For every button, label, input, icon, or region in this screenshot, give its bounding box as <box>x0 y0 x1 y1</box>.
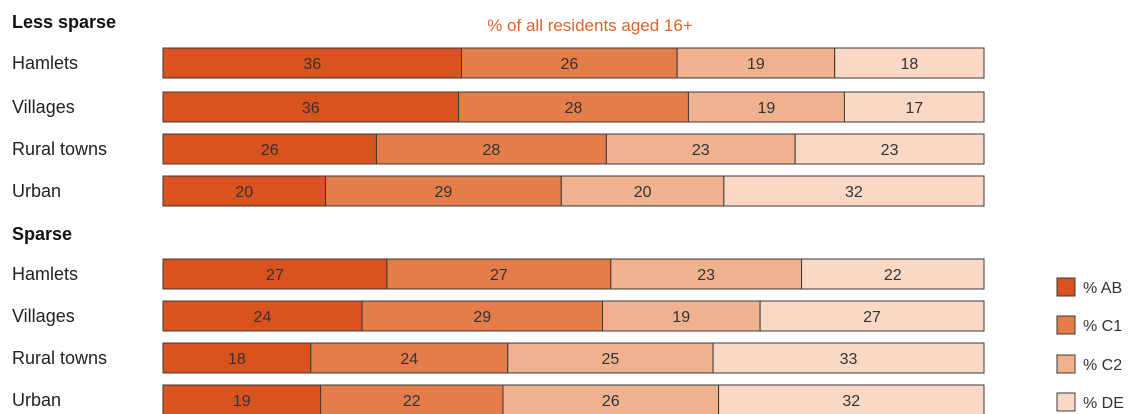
data-label: 20 <box>634 184 652 201</box>
bar-segment <box>502 384 720 414</box>
data-label: 19 <box>233 393 251 410</box>
bar-segment <box>325 175 562 207</box>
bar-segment <box>834 47 985 79</box>
legend: % AB % C1 % C2 % DE <box>1056 277 1124 412</box>
bars-layer: Less sparse Hamlets 36 26 19 18 Villages 36 28 19… <box>12 12 985 414</box>
bar-segment <box>507 342 714 374</box>
data-label: 19 <box>747 56 765 73</box>
category-label: Hamlets <box>12 264 78 284</box>
category-label: Villages <box>12 97 75 117</box>
data-label: 26 <box>560 56 578 73</box>
data-label: 24 <box>254 309 272 326</box>
data-label: 26 <box>261 142 279 159</box>
legend-label: % AB <box>1083 280 1122 297</box>
bar-segment <box>162 300 363 332</box>
bar-segment <box>723 175 985 207</box>
data-label: 23 <box>881 142 899 159</box>
bar-segment <box>458 91 689 123</box>
data-label: 19 <box>758 100 776 117</box>
data-label: 25 <box>602 351 620 368</box>
category-label: Urban <box>12 390 61 410</box>
data-label: 18 <box>228 351 246 368</box>
data-label: 17 <box>905 100 923 117</box>
bar-segment <box>843 91 985 123</box>
bar-segment <box>162 47 463 79</box>
bar-segment <box>162 258 388 290</box>
bar-segment <box>375 133 607 165</box>
bar-segment <box>687 91 845 123</box>
bar-segment <box>759 300 985 332</box>
chart-title: % of all residents aged 16+ <box>487 16 693 35</box>
bar-segment <box>794 133 985 165</box>
data-label: 29 <box>473 309 491 326</box>
group-label: Less sparse <box>12 12 116 32</box>
bar-segment <box>162 342 312 374</box>
data-label: 19 <box>672 309 690 326</box>
bar-segment <box>718 384 985 414</box>
group-label: Sparse <box>12 224 72 244</box>
data-label: 28 <box>483 142 501 159</box>
bar-segment <box>162 133 377 165</box>
bar-segment <box>712 342 985 374</box>
data-label: 32 <box>842 393 860 410</box>
data-label: 18 <box>900 56 918 73</box>
bar-segment <box>610 258 803 290</box>
legend-label: % C1 <box>1083 318 1122 335</box>
data-label: 32 <box>845 184 863 201</box>
data-label: 33 <box>840 351 858 368</box>
bar-segment <box>361 300 604 332</box>
legend-swatch <box>1056 392 1076 412</box>
bar-segment <box>602 300 761 332</box>
legend-swatch <box>1056 277 1076 297</box>
bar-segment <box>386 258 612 290</box>
legend-swatch <box>1056 354 1076 374</box>
category-label: Rural towns <box>12 348 107 368</box>
category-label: Hamlets <box>12 53 78 73</box>
bar-segment <box>162 91 460 123</box>
data-label: 28 <box>565 100 583 117</box>
bar-segment <box>461 47 678 79</box>
data-label: 23 <box>697 267 715 284</box>
legend-label: % DE <box>1083 395 1124 412</box>
data-label: 29 <box>435 184 453 201</box>
data-label: 27 <box>863 309 881 326</box>
data-label: 22 <box>884 267 902 284</box>
bar-segment <box>320 384 504 414</box>
data-label: 36 <box>303 56 321 73</box>
legend-swatch <box>1056 315 1076 335</box>
data-label: 22 <box>403 393 421 410</box>
category-label: Villages <box>12 306 75 326</box>
data-label: 36 <box>302 100 320 117</box>
bar-segment <box>162 384 322 414</box>
data-label: 27 <box>266 267 284 284</box>
bar-segment <box>676 47 836 79</box>
data-label: 20 <box>235 184 253 201</box>
category-label: Rural towns <box>12 139 107 159</box>
data-label: 24 <box>400 351 418 368</box>
category-label: Urban <box>12 181 61 201</box>
data-label: 27 <box>490 267 508 284</box>
data-label: 23 <box>692 142 710 159</box>
data-label: 26 <box>602 393 620 410</box>
bar-segment <box>801 258 985 290</box>
legend-label: % C2 <box>1083 357 1122 374</box>
bar-segment <box>162 175 327 207</box>
